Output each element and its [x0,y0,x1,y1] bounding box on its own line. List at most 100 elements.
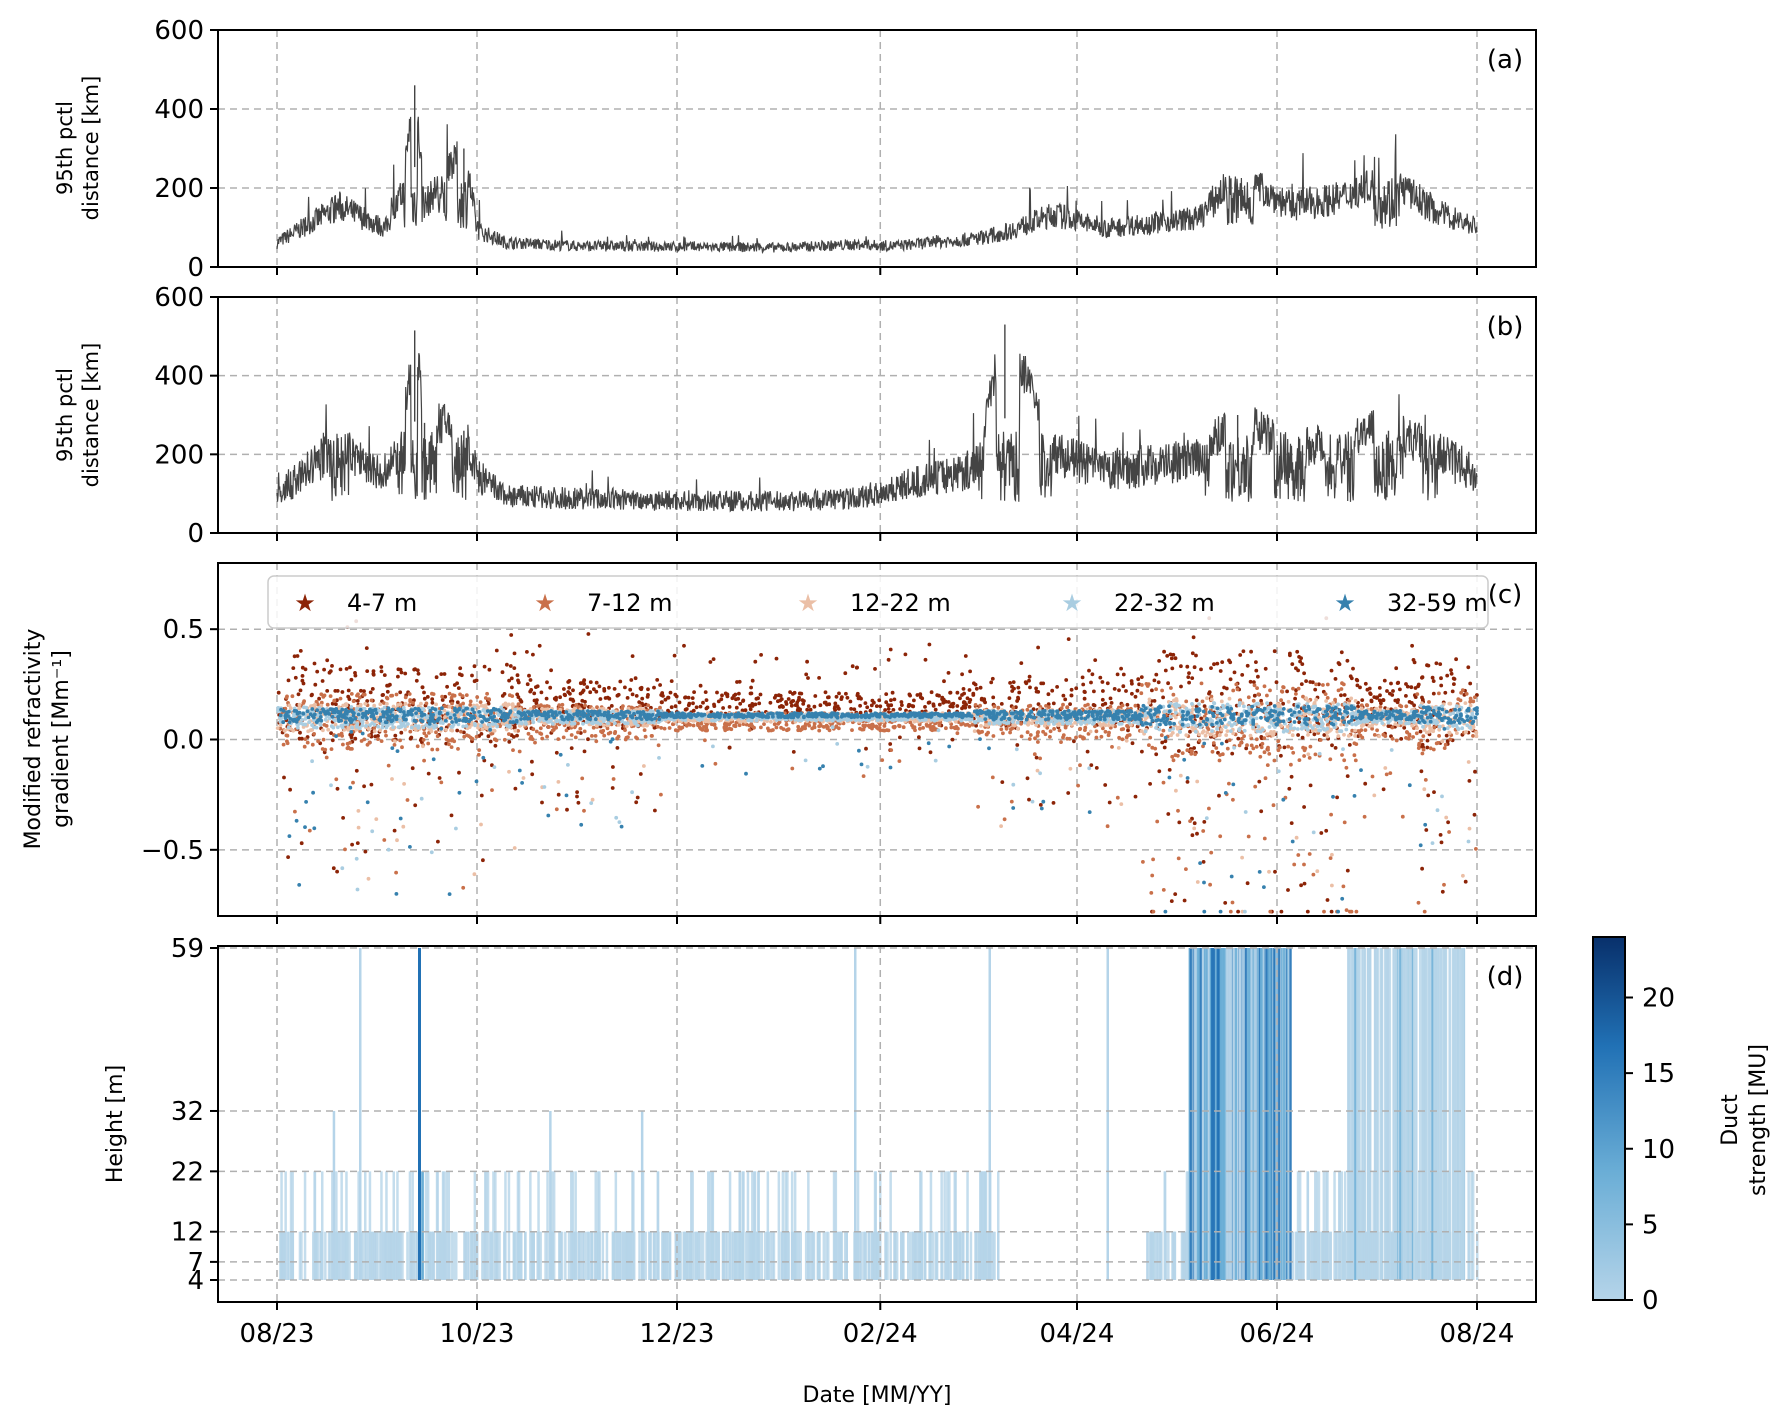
scatter-point [568,691,572,696]
scatter-point [882,724,887,728]
scatter-point [1055,685,1059,689]
scatter-point [1297,720,1302,725]
scatter-point [1173,656,1178,661]
scatter-point [808,707,813,712]
xticks-b [276,533,1478,541]
scatter-point [1313,752,1318,757]
scatter-point [1153,746,1158,751]
scatter-point [394,870,398,875]
scatter-point [889,698,893,703]
ylabel-a-line1: 95th pctl [53,101,77,195]
scatter-point [636,723,640,728]
scatter-point [1082,720,1087,725]
scatter-point [1192,826,1197,831]
scatter-point [386,683,391,688]
scatter-point [1434,661,1439,666]
scatter-point [991,695,996,700]
scatter-point [293,675,298,680]
scatter-point [703,738,707,743]
scatter-point [1112,687,1117,691]
scatter-point [1249,649,1253,654]
scatter-point [1314,697,1318,702]
scatter-point [844,691,848,696]
scatter-point [682,643,686,648]
scatter-point [1342,693,1347,697]
scatter-point [344,667,349,671]
scatter-point [1009,727,1013,732]
scatter-point [1230,900,1235,905]
scatter-point [1207,691,1211,696]
scatter-point [1409,701,1414,705]
scatter-point [1398,703,1402,708]
scatter-point [1031,707,1036,711]
scatter-point [430,747,435,752]
scatter-point [1074,735,1078,740]
scatter-point [1407,733,1412,738]
scatter-point [1199,667,1203,672]
scatter-point [1418,729,1423,734]
scatter-point [1168,714,1173,719]
scatter-point [365,699,370,703]
scatter-point [594,739,599,744]
scatter-point [396,667,401,672]
scatter-point [705,719,710,724]
scatter-point [1394,666,1399,671]
scatter-point [384,733,388,738]
scatter-point [1344,908,1349,912]
scatter-point [1378,705,1383,709]
scatter-point [560,702,565,707]
scatter-point [897,724,902,728]
scatter-point [319,692,324,697]
scatter-point [747,728,752,732]
scatter-point [351,780,355,785]
scatter-point [343,847,347,852]
scatter-point [960,672,964,677]
scatter-point [1359,724,1364,728]
scatter-point [1170,666,1175,671]
scatter-point [389,693,393,698]
scatter-point [1276,769,1281,774]
scatter-point [1471,699,1476,704]
scatter-point [615,746,620,750]
scatter-point [368,723,372,728]
scatter-point [1227,781,1231,786]
scatter-point [602,687,607,691]
scatter-point [1199,681,1204,686]
scatter-point [1198,719,1203,724]
scatter-point [1416,746,1421,750]
scatter-point [955,690,960,695]
scatter-point [1240,673,1245,677]
scatter-point [525,650,529,654]
scatter-point [822,700,827,705]
scatter-point [1016,726,1020,731]
scatter-point [540,736,545,741]
scatter-point [1059,706,1064,710]
scatter-point [374,817,379,821]
scatter-point [549,668,553,673]
axes-frame-b [217,296,1537,534]
scatter-point [655,678,660,682]
scatter-point [1437,724,1442,729]
scatter-point [884,692,889,696]
scatter-point [967,705,972,709]
scatter-point [1081,682,1086,687]
scatter-point [918,692,923,697]
scatter-point [920,696,925,701]
scatter-point [1228,909,1233,914]
scatter-point [320,679,325,683]
scatter-point [1140,683,1144,687]
scatter-point [1422,909,1427,914]
scatter-point [1368,691,1372,696]
scatter-point [716,699,721,704]
scatter-point [323,717,328,722]
scatter-point [372,722,377,727]
scatter-point [1090,672,1095,677]
scatter-point [434,675,439,680]
scatter-point [786,727,790,732]
scatter-point [807,723,812,728]
scatter-point [586,632,591,636]
scatter-point [1431,691,1436,696]
scatter-point [759,653,763,657]
scatter-point [713,726,718,731]
